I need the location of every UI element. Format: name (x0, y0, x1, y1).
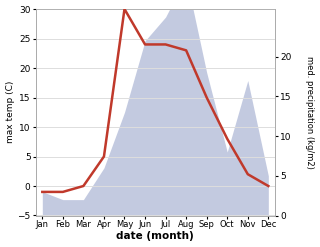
X-axis label: date (month): date (month) (116, 231, 194, 242)
Y-axis label: max temp (C): max temp (C) (5, 81, 14, 144)
Y-axis label: med. precipitation (kg/m2): med. precipitation (kg/m2) (306, 56, 315, 169)
